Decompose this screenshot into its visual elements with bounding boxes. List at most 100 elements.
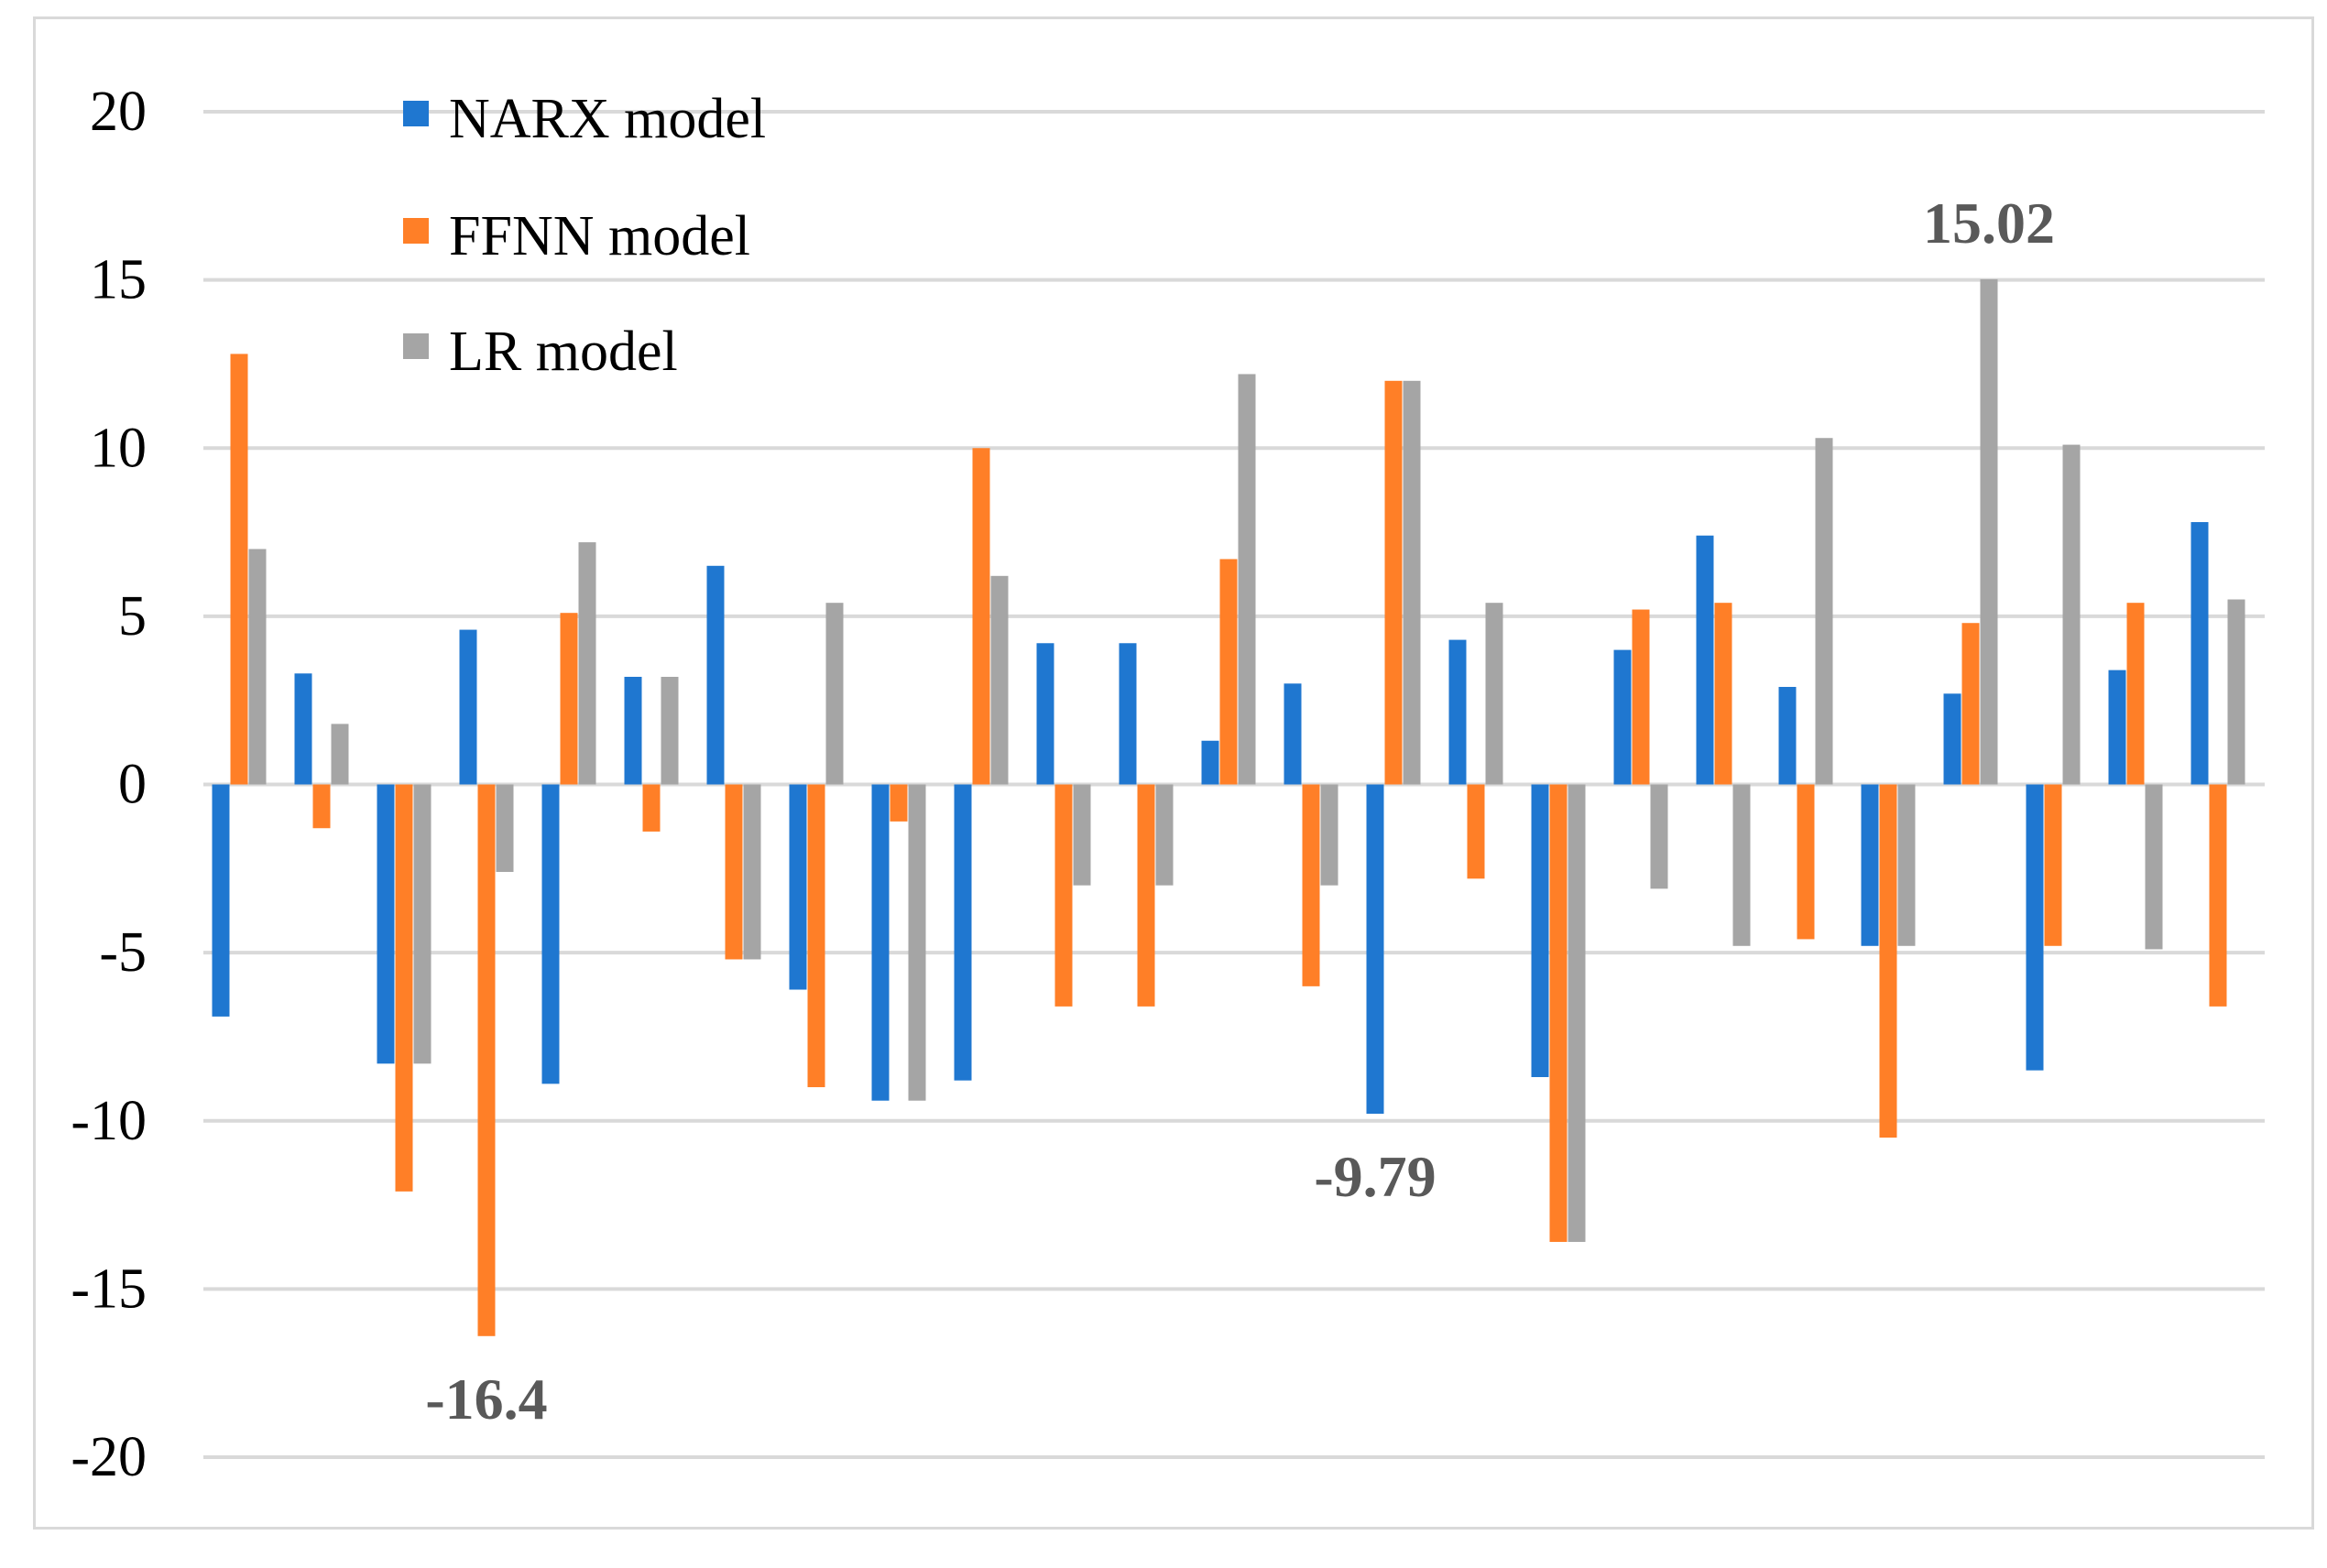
bar-narx xyxy=(212,784,230,1017)
bar-narx xyxy=(871,784,890,1101)
bar-ffnn xyxy=(1219,559,1238,785)
y-axis-ticks: 20 15 10 5 0 -5 -10 -15 -20 xyxy=(71,81,147,1488)
bar-narx xyxy=(1778,686,1797,785)
bar-ffnn xyxy=(230,354,248,785)
bar-ffnn xyxy=(1549,784,1568,1242)
bar-ffnn xyxy=(1384,380,1403,785)
y-tick-label: 10 xyxy=(90,417,147,479)
bar-narx xyxy=(459,629,477,785)
bar-narx xyxy=(1366,784,1384,1115)
bar-narx xyxy=(2026,784,2044,1071)
bar-narx xyxy=(1036,643,1054,785)
bar-narx xyxy=(1613,649,1632,785)
gridlines xyxy=(203,110,2265,1459)
legend-swatch xyxy=(403,218,429,244)
annotations: -16.4 -9.79 15.02 xyxy=(425,191,2055,1432)
bar-ffnn xyxy=(2209,784,2227,1007)
y-tick-label: -20 xyxy=(71,1426,147,1488)
bar-narx xyxy=(1448,639,1467,785)
bar-narx xyxy=(1201,740,1219,785)
bar-lr xyxy=(1732,784,1751,946)
bar-narx xyxy=(954,784,972,1081)
y-tick-label: 20 xyxy=(90,81,147,143)
bar-lr xyxy=(496,784,514,872)
legend-swatch xyxy=(403,101,429,126)
legend-swatch xyxy=(403,333,429,359)
bar-narx xyxy=(2190,522,2209,785)
bar-ffnn xyxy=(725,784,743,960)
bar-narx xyxy=(377,784,395,1064)
bar-ffnn xyxy=(1467,784,1485,879)
data-label-annotation: -9.79 xyxy=(1314,1144,1436,1209)
bar-lr xyxy=(1403,380,1421,785)
bar-lr xyxy=(1815,438,1833,785)
bar-ffnn xyxy=(1714,603,1732,785)
bar-ffnn xyxy=(2044,784,2062,946)
bar-lr xyxy=(248,549,267,785)
bar-ffnn xyxy=(395,784,413,1192)
y-tick-label: 0 xyxy=(118,754,147,816)
bar-lr xyxy=(1650,784,1668,889)
y-tick-label: 15 xyxy=(90,249,147,311)
legend-label: LR model xyxy=(449,321,678,383)
bar-ffnn xyxy=(2126,603,2145,785)
legend: NARX model FFNN model LR model xyxy=(403,88,766,383)
legend-label: FFNN model xyxy=(449,205,750,267)
chart-frame xyxy=(33,16,2314,1530)
bar-narx xyxy=(624,676,642,785)
bar-lr xyxy=(908,784,926,1101)
bar-ffnn xyxy=(477,784,496,1336)
y-tick-label: -5 xyxy=(99,921,147,984)
bar-lr xyxy=(1485,603,1503,785)
bar-lr xyxy=(1897,784,1916,946)
bar-narx xyxy=(1531,784,1549,1078)
bar-ffnn xyxy=(1302,784,1320,986)
bar-ffnn xyxy=(890,784,908,822)
bar-narx xyxy=(541,784,560,1084)
bar-narx xyxy=(706,565,725,785)
bars xyxy=(212,278,2245,1336)
bar-ffnn xyxy=(312,784,331,829)
bar-lr xyxy=(578,542,596,785)
bar-narx xyxy=(1284,683,1302,785)
y-tick-label: -10 xyxy=(71,1090,147,1152)
bar-lr xyxy=(1320,784,1338,886)
bar-ffnn xyxy=(1879,784,1897,1138)
bar-lr xyxy=(1155,784,1174,886)
legend-label: NARX model xyxy=(449,88,766,150)
bar-narx xyxy=(789,784,807,990)
bar-lr xyxy=(990,575,1009,785)
bar-lr xyxy=(1238,374,1256,785)
bar-lr xyxy=(1980,278,1998,785)
bar-ffnn xyxy=(807,784,825,1088)
bar-lr xyxy=(1568,784,1586,1242)
bar-narx xyxy=(1943,693,1961,785)
bar-lr xyxy=(2145,784,2163,950)
bar-narx xyxy=(1696,535,1714,785)
bar-narx xyxy=(1861,784,1879,946)
bar-ffnn xyxy=(1137,784,1155,1007)
bar-narx xyxy=(294,673,312,785)
bar-narx xyxy=(1119,643,1137,785)
bar-lr xyxy=(825,603,844,785)
y-tick-label: 5 xyxy=(118,585,147,648)
bar-ffnn xyxy=(642,784,661,832)
bar-lr xyxy=(661,676,679,785)
bar-lr xyxy=(2062,444,2081,785)
bar-lr xyxy=(413,784,432,1064)
bar-ffnn xyxy=(1961,623,1980,785)
data-label-annotation: -16.4 xyxy=(425,1367,547,1432)
bar-ffnn xyxy=(1797,784,1815,940)
bar-lr xyxy=(2227,599,2245,785)
bar-narx xyxy=(2108,670,2126,785)
bar-ffnn xyxy=(560,613,578,785)
y-tick-label: -15 xyxy=(71,1258,147,1320)
bar-ffnn xyxy=(972,448,990,785)
bar-ffnn xyxy=(1632,609,1650,785)
bar-lr xyxy=(1073,784,1091,886)
bar-lr xyxy=(331,724,349,785)
bar-ffnn xyxy=(1054,784,1073,1007)
data-label-annotation: 15.02 xyxy=(1923,191,2055,256)
bar-lr xyxy=(743,784,761,960)
